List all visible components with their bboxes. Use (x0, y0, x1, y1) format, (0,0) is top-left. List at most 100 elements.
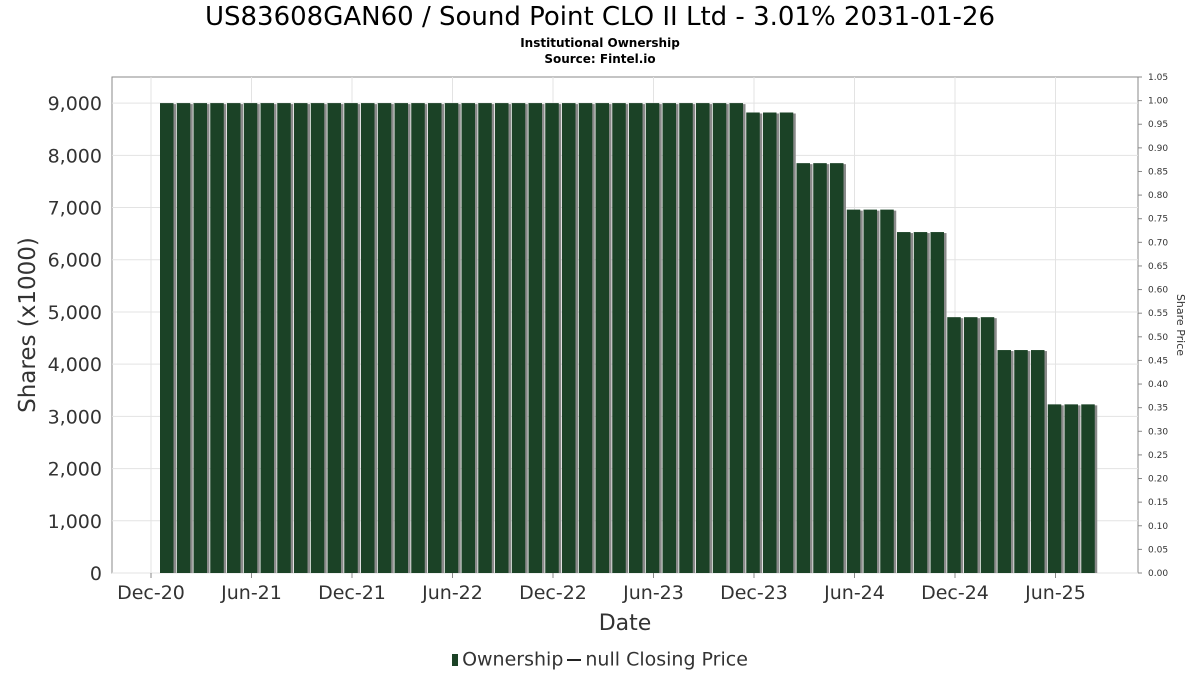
y2-tick-label: 0.60 (1148, 286, 1168, 296)
y-tick-label: 5,000 (48, 302, 102, 324)
y2-tick-label: 0.85 (1148, 167, 1168, 177)
y2-tick-label: 1.05 (1148, 73, 1168, 83)
ownership-bar (595, 103, 609, 574)
ownership-bar (210, 103, 224, 574)
y2-tick-label: 1.00 (1148, 97, 1168, 107)
y-tick-label: 8,000 (48, 145, 102, 167)
ownership-bar (344, 103, 358, 574)
ownership-bar (645, 103, 660, 574)
ownership-bar (1047, 404, 1062, 573)
ownership-bar (880, 209, 894, 573)
ownership-bar (662, 103, 676, 574)
ownership-bar (444, 103, 459, 574)
ownership-bar (763, 112, 777, 573)
ownership-bar (863, 209, 877, 573)
y2-tick-label: 0.75 (1148, 215, 1168, 225)
ownership-bar (964, 317, 978, 573)
ownership-bar (461, 103, 475, 574)
ownership-bar (361, 103, 375, 574)
ownership-bar (511, 103, 526, 574)
ownership-bar (1064, 404, 1078, 573)
ownership-bar (712, 103, 727, 574)
ownership-bar (578, 103, 593, 574)
y-tick-label: 6,000 (48, 250, 102, 272)
y-tick-label: 0 (90, 563, 102, 585)
ownership-bar (394, 103, 408, 574)
legend-price-label: null Closing Price (585, 648, 748, 671)
ownership-bar (377, 103, 392, 574)
ownership-bar (629, 103, 643, 574)
y2-tick-label: 0.95 (1148, 120, 1168, 130)
ownership-bar (913, 232, 928, 574)
price-legend-swatch (567, 658, 582, 661)
y2-tick-label: 0.10 (1148, 522, 1168, 532)
ownership-bar (310, 103, 325, 574)
ownership-legend-swatch (452, 653, 459, 666)
ownership-bar (997, 350, 1011, 573)
x-tick-label: Jun-21 (220, 582, 282, 604)
y-tick-label: 4,000 (48, 354, 102, 376)
x-tick-label: Dec-24 (921, 582, 989, 604)
y2-tick-label: 0.05 (1148, 545, 1168, 555)
ownership-bar (260, 103, 274, 574)
ownership-bar (1081, 404, 1095, 573)
ownership-bar (729, 103, 743, 574)
y2-axis-title: Share Price (1174, 294, 1187, 356)
y-tick-label: 7,000 (48, 198, 102, 220)
ownership-bar (779, 112, 794, 573)
ownership-bar (1014, 350, 1028, 573)
y2-tick-label: 0.15 (1148, 498, 1168, 508)
ownership-bar (746, 112, 760, 573)
y2-tick-label: 0.80 (1148, 191, 1168, 201)
ownership-bar (428, 103, 442, 574)
y-tick-label: 9,000 (48, 93, 102, 115)
ownership-bar (478, 103, 492, 574)
ownership-bar (528, 103, 542, 574)
y2-tick-label: 0.50 (1148, 333, 1168, 343)
ownership-bar (796, 163, 810, 573)
x-tick-label: Jun-23 (622, 582, 684, 604)
ownership-bar (679, 103, 693, 574)
chart-subtitle: Institutional Ownership (520, 36, 680, 50)
chart-title: US83608GAN60 / Sound Point CLO II Ltd - … (204, 2, 996, 32)
ownership-bar (227, 103, 241, 574)
y2-tick-label: 0.30 (1148, 427, 1168, 437)
ownership-bar (612, 103, 626, 574)
y-tick-label: 1,000 (48, 511, 102, 533)
y2-tick-label: 0.35 (1148, 404, 1168, 414)
ownership-bar (193, 103, 207, 574)
ownership-bar (980, 317, 995, 573)
chart-source: Source: Fintel.io (544, 52, 656, 66)
y2-tick-label: 0.25 (1148, 451, 1168, 461)
ownership-bar (243, 103, 258, 574)
ownership-bar (277, 103, 291, 574)
x-tick-label: Jun-24 (823, 582, 885, 604)
ownership-bar (696, 103, 710, 574)
x-axis-title: Date (599, 611, 652, 636)
ownership-bar (897, 232, 911, 574)
y2-tick-label: 0.45 (1148, 356, 1168, 366)
ownership-bar (846, 209, 861, 573)
x-tick-label: Dec-21 (318, 582, 386, 604)
y-tick-label: 2,000 (48, 459, 102, 481)
y-tick-label: 3,000 (48, 406, 102, 428)
ownership-bar (176, 103, 191, 574)
y2-tick-label: 0.20 (1148, 475, 1168, 485)
y2-tick-label: 0.90 (1148, 144, 1168, 154)
y2-tick-label: 0.40 (1148, 380, 1168, 390)
ownership-bar (294, 103, 308, 574)
ownership-bar (830, 163, 844, 573)
ownership-bar (327, 103, 341, 574)
y2-tick-label: 0.00 (1148, 569, 1168, 579)
chart-legend: Ownership null Closing Price (0, 648, 1200, 671)
ownership-bar (1031, 350, 1045, 573)
x-tick-label: Dec-22 (519, 582, 587, 604)
y2-tick-label: 0.70 (1148, 238, 1168, 248)
x-tick-label: Dec-20 (117, 582, 185, 604)
ownership-bar (947, 317, 961, 573)
ownership-bar (813, 163, 827, 573)
ownership-bar (411, 103, 425, 574)
y2-tick-label: 0.55 (1148, 309, 1168, 319)
x-tick-label: Jun-25 (1024, 582, 1086, 604)
